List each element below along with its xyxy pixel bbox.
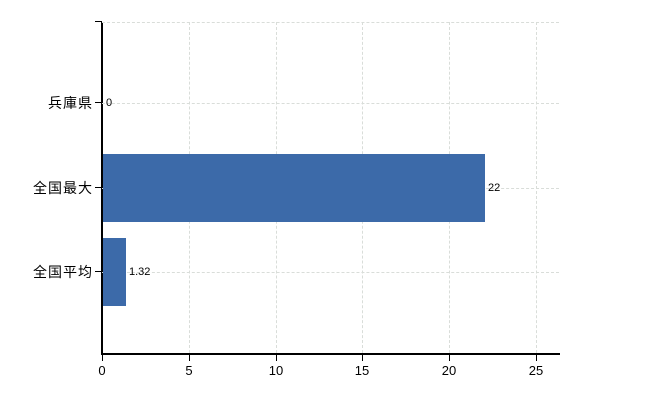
x-axis-tick (189, 355, 190, 361)
h-gridline (102, 272, 559, 273)
y-axis-tick (95, 271, 102, 272)
bar-value-label: 1.32 (129, 266, 151, 278)
y-axis-tick (95, 187, 102, 188)
y-axis-tick (95, 102, 102, 103)
x-tick-label: 0 (98, 363, 106, 378)
x-tick-label: 25 (528, 363, 544, 378)
x-axis-tick (536, 355, 537, 361)
bar-value-label: 22 (488, 182, 501, 194)
bar-value-label: 0 (106, 97, 113, 109)
h-gridline (102, 103, 559, 104)
y-axis-tick (95, 21, 102, 22)
x-axis-tick (362, 355, 363, 361)
category-label: 全国最大 (33, 180, 93, 196)
bar-3 (103, 238, 126, 306)
x-axis-line (101, 353, 560, 355)
x-tick-label: 15 (354, 363, 370, 378)
category-label: 兵庫県 (48, 95, 93, 111)
bar-2 (103, 154, 485, 222)
x-axis-tick (102, 355, 103, 361)
x-axis-tick (276, 355, 277, 361)
x-axis-tick (449, 355, 450, 361)
v-gridline (536, 22, 537, 353)
x-tick-label: 10 (268, 363, 284, 378)
x-tick-label: 5 (185, 363, 193, 378)
h-gridline (102, 22, 559, 23)
x-tick-label: 20 (441, 363, 457, 378)
category-label: 全国平均 (33, 264, 93, 280)
